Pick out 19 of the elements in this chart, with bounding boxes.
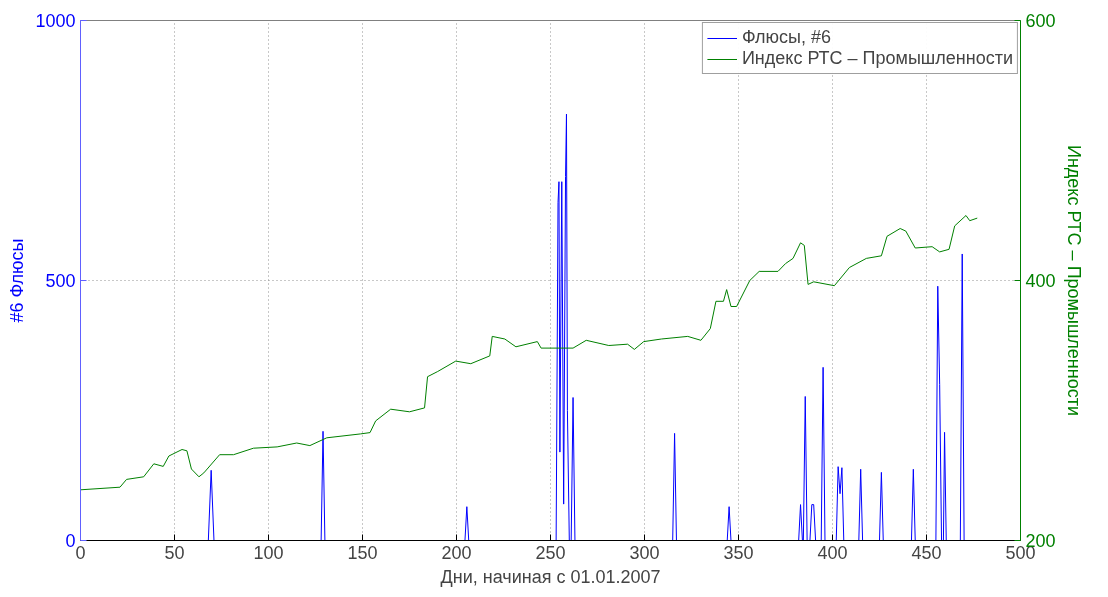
y-tick-label: 1000 [35,11,76,31]
x-tick-label: 100 [253,542,284,563]
y-tick-label: 500 [45,271,76,291]
x-tick-label: 400 [817,542,848,563]
x-tick-label: 200 [441,542,472,563]
y2-tick-label: 600 [1025,11,1056,31]
x-tick-label: 300 [629,542,660,563]
x-tick-label: 150 [347,542,378,563]
y2-axis-title: Индекс РТС – Промышленности [1063,144,1084,417]
x-tick-label: 350 [723,542,754,563]
y-axis-title: #6 Флюсы [7,238,28,323]
x-tick-label: 50 [164,542,185,563]
x-tick-label: 250 [535,542,566,563]
legend-label: Индекс РТС – Промышленности [741,48,1013,69]
line-series [80,215,978,491]
y2-tick-label: 400 [1025,271,1056,291]
x-axis-title: Дни, начиная с 01.01.2007 [440,566,661,587]
legend-label: Флюсы, #6 [741,27,831,48]
x-tick-label: 450 [911,542,942,563]
